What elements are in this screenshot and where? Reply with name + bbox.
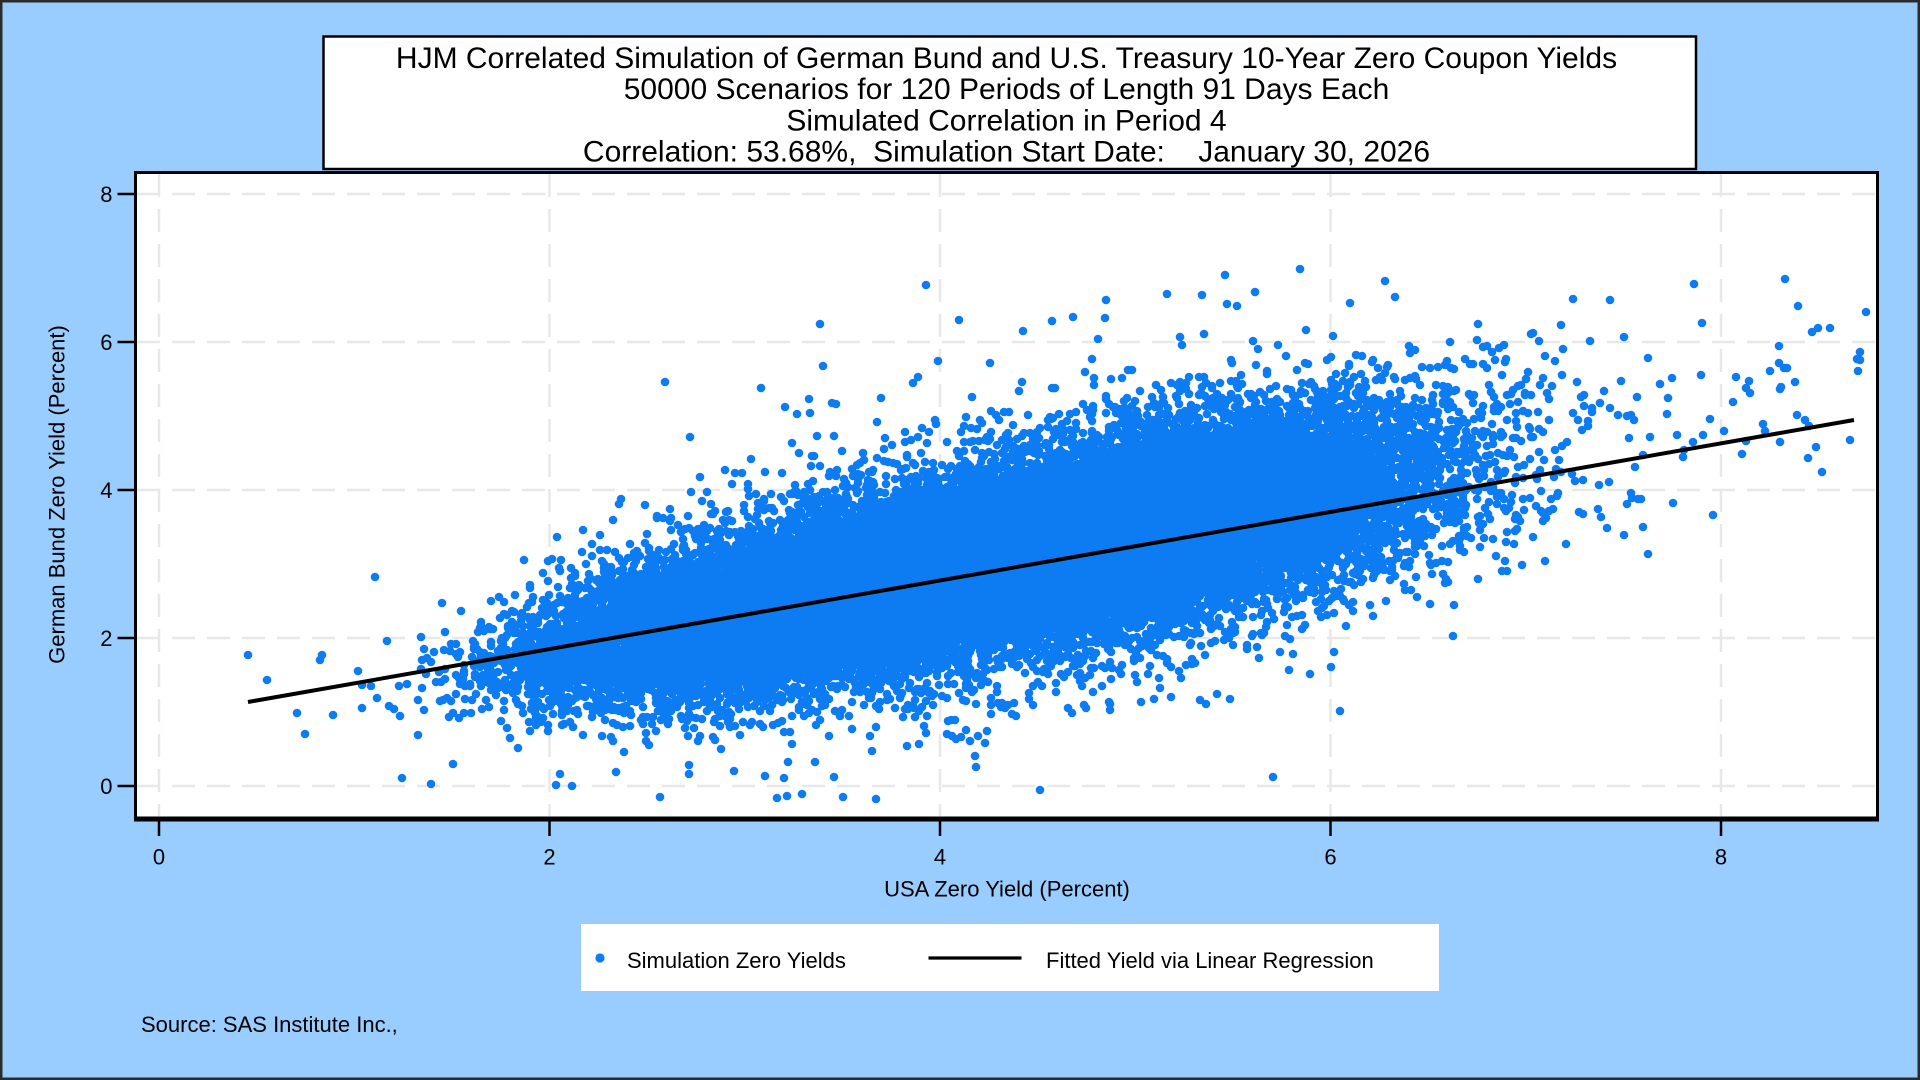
- svg-text:Source: SAS Institute Inc.,: Source: SAS Institute Inc.,: [141, 1012, 398, 1037]
- svg-text:Fitted Yield via Linear Regres: Fitted Yield via Linear Regression: [1046, 948, 1374, 973]
- svg-text:Simulated Correlation in Perio: Simulated Correlation in Period 4: [786, 105, 1226, 138]
- svg-text:2: 2: [543, 845, 555, 870]
- svg-text:0: 0: [153, 845, 165, 870]
- svg-text:0: 0: [100, 774, 112, 799]
- svg-text:German Bund Zero Yield (Percen: German Bund Zero Yield (Percent): [45, 325, 70, 664]
- svg-text:8: 8: [1715, 845, 1727, 870]
- svg-text:4: 4: [100, 478, 112, 503]
- svg-text:4: 4: [934, 845, 946, 870]
- svg-text:HJM Correlated Simulation of G: HJM Correlated Simulation of German Bund…: [396, 42, 1617, 75]
- svg-text:8: 8: [100, 182, 112, 207]
- svg-text:6: 6: [1324, 845, 1336, 870]
- svg-text:2: 2: [100, 626, 112, 651]
- svg-text:6: 6: [100, 330, 112, 355]
- svg-text:50000 Scenarios for 120 Period: 50000 Scenarios for 120 Periods of Lengt…: [624, 73, 1390, 106]
- svg-text:USA Zero Yield (Percent): USA Zero Yield (Percent): [884, 877, 1130, 902]
- svg-text:Correlation: 53.68%, Simulati: Correlation: 53.68%, Simulation Start Da…: [583, 136, 1430, 169]
- svg-text:Simulation Zero Yields: Simulation Zero Yields: [627, 948, 846, 973]
